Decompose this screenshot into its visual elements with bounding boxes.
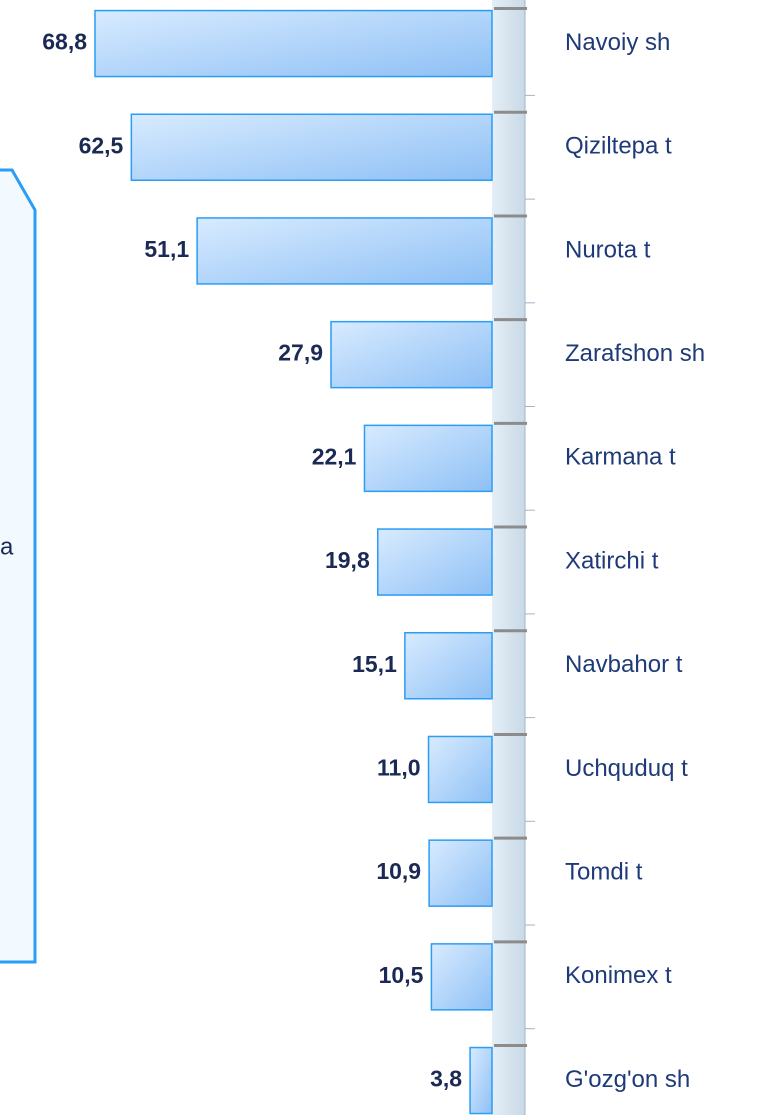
bar xyxy=(130,113,493,182)
callout-box xyxy=(0,168,37,964)
category-label: Xatirchi t xyxy=(565,547,659,574)
bar xyxy=(330,320,493,389)
wall xyxy=(492,0,525,1115)
bar xyxy=(428,839,493,907)
bar xyxy=(427,735,493,804)
value-label: 51,1 xyxy=(144,236,189,262)
bar xyxy=(196,217,493,285)
value-label: 10,9 xyxy=(376,858,421,884)
value-label: 3,8 xyxy=(430,1066,462,1092)
bar xyxy=(363,424,493,493)
value-label: 19,8 xyxy=(325,547,370,573)
category-label: G'ozg'on sh xyxy=(565,1066,690,1093)
category-label: Konimex t xyxy=(565,962,672,989)
category-label: Navbahor t xyxy=(565,651,683,678)
bar xyxy=(404,632,493,700)
bar xyxy=(94,9,493,78)
callout-text: a xyxy=(0,533,14,560)
category-label: Tomdi t xyxy=(565,858,643,885)
value-label: 10,5 xyxy=(379,962,424,988)
bar xyxy=(376,528,493,596)
bar xyxy=(469,1046,493,1115)
value-label: 27,9 xyxy=(278,340,323,366)
category-label: Zarafshon sh xyxy=(565,340,705,367)
category-label: Navoiy sh xyxy=(565,29,670,56)
category-label: Karmana t xyxy=(565,444,676,471)
value-label: 68,8 xyxy=(42,29,87,55)
bar xyxy=(430,943,493,1011)
category-label: Nurota t xyxy=(565,236,651,263)
value-label: 11,0 xyxy=(377,755,421,781)
category-label: Uchquduq t xyxy=(565,755,688,782)
value-label: 62,5 xyxy=(79,132,124,158)
value-label: 15,1 xyxy=(352,651,397,677)
value-label: 22,1 xyxy=(312,443,357,469)
category-label: Qiziltepa t xyxy=(565,133,672,160)
